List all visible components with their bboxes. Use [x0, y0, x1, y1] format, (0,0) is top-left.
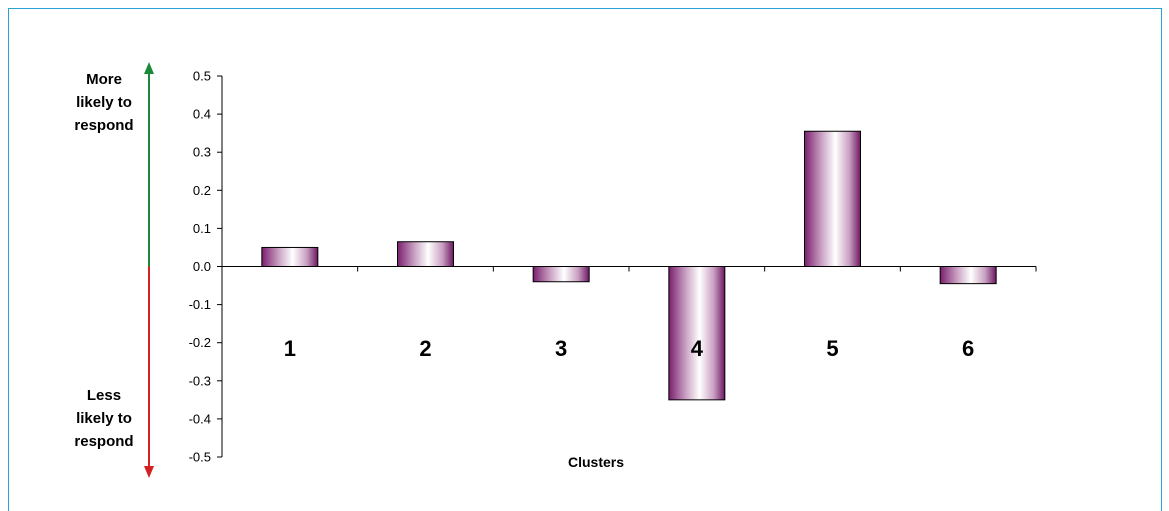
side-label-bottom-line-3: respond	[74, 433, 133, 450]
chart-bars	[261, 130, 997, 401]
category-labels: 1 2 3 4 5 6	[284, 336, 975, 361]
category-label-5: 5	[826, 336, 838, 361]
category-label-6: 6	[962, 336, 974, 361]
bar-cluster-2	[397, 241, 454, 267]
y-tick-label: -0.5	[189, 450, 211, 465]
chart-axes: 0.5 0.4 0.3 0.2 0.1 0.0 -0.1 -0.2 -0.3 -0.4 -0.5	[189, 69, 1037, 465]
y-tick-label: -0.3	[189, 373, 211, 388]
side-label-top-line-2: likely to	[76, 94, 132, 111]
category-label-2: 2	[419, 336, 431, 361]
bar-cluster-1	[261, 246, 319, 267]
side-label-top-line-1: More	[86, 71, 122, 88]
y-tick-label: 0.5	[193, 69, 211, 84]
y-tick-label: -0.1	[189, 297, 211, 312]
bar-cluster-5	[804, 130, 861, 267]
side-label-bottom-line-2: likely to	[76, 410, 132, 427]
arrow-up-icon	[144, 62, 154, 74]
category-label-3: 3	[555, 336, 567, 361]
side-label-top-line-3: respond	[74, 117, 133, 134]
y-tick-label: 0.1	[193, 221, 211, 236]
x-axis-label: Clusters	[568, 454, 624, 470]
category-label-1: 1	[284, 336, 296, 361]
y-tick-label: -0.4	[189, 411, 211, 426]
bar-cluster-3	[532, 266, 590, 283]
side-label-less: Less likely to respond	[74, 387, 133, 450]
side-label-more: More likely to respond	[74, 71, 133, 134]
likelihood-arrows	[144, 62, 154, 478]
y-tick-label: 0.0	[193, 259, 211, 274]
arrow-down-icon	[144, 466, 154, 478]
chart-frame	[8, 8, 1162, 511]
side-label-bottom-line-1: Less	[87, 387, 121, 404]
y-tick-label: -0.2	[189, 335, 211, 350]
y-tick-label: 0.3	[193, 145, 211, 160]
bar-cluster-4	[668, 266, 726, 401]
bar-cluster-6	[939, 266, 997, 285]
category-label-4: 4	[691, 336, 704, 361]
y-tick-label: 0.4	[193, 107, 211, 122]
y-tick-label: 0.2	[193, 183, 211, 198]
